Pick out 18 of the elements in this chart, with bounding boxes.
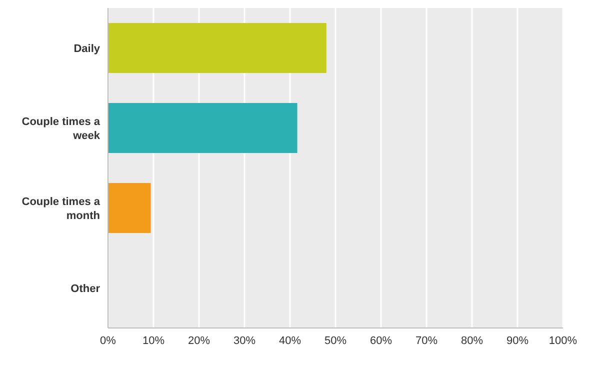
bar: [108, 103, 298, 153]
x-tick-label: 90%: [506, 334, 529, 347]
x-tick-label: 60%: [370, 334, 392, 347]
x-tick-label: 10%: [142, 334, 165, 347]
x-tick-label: 20%: [188, 334, 210, 347]
x-tick-label: 40%: [278, 334, 302, 347]
x-tick-label: 50%: [324, 334, 347, 347]
bar: [108, 23, 326, 73]
y-tick-label: Daily: [74, 43, 101, 55]
x-tick-label: 30%: [233, 334, 256, 347]
x-tick-label: 100%: [548, 334, 578, 347]
x-tick-label: 0%: [100, 334, 116, 347]
x-tick-label: 70%: [415, 334, 438, 347]
x-tick-label: 80%: [460, 334, 484, 347]
bar: [108, 183, 151, 233]
y-tick-label: Couple times a week: [22, 116, 101, 142]
y-tick-label: Other: [70, 283, 101, 295]
y-tick-label: Couple times a month: [22, 196, 101, 222]
